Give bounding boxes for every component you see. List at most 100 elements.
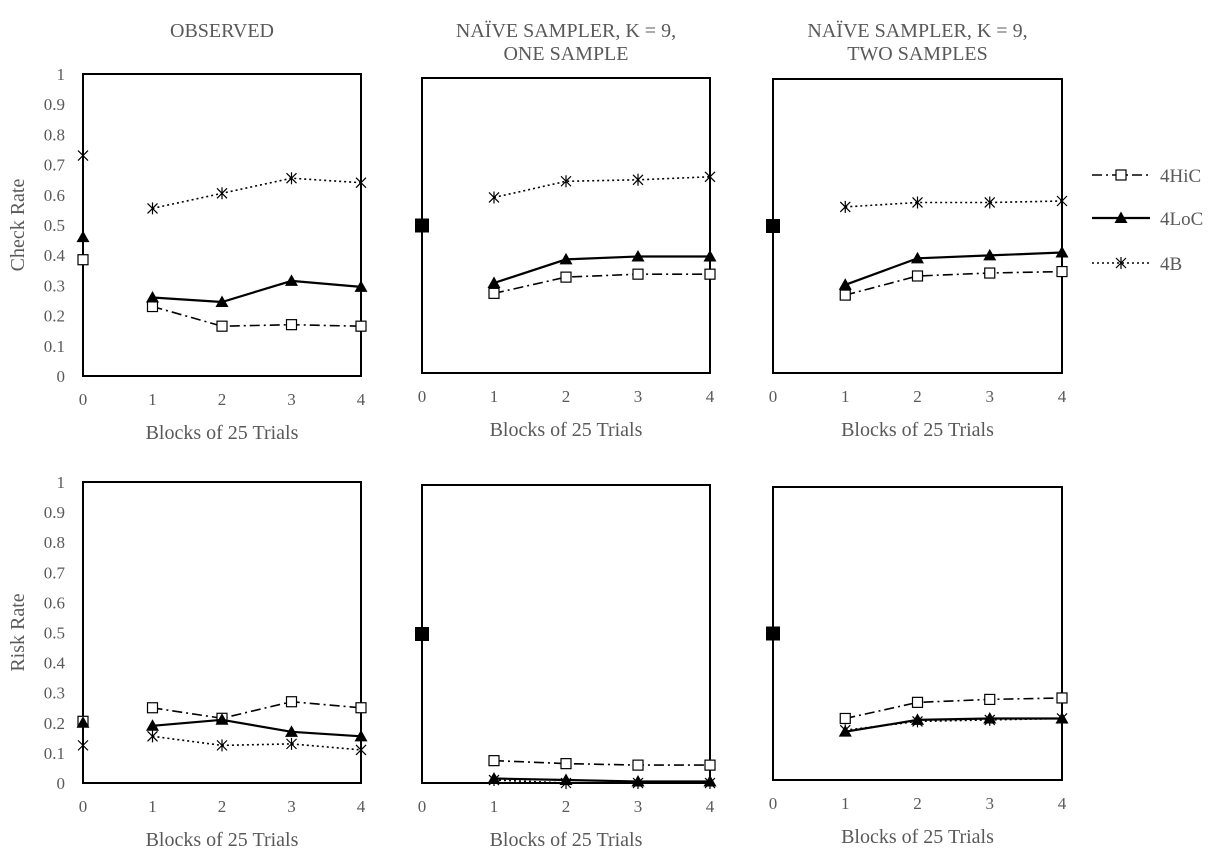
data-point-4HiC	[560, 271, 572, 283]
legend-marker-4HiC	[1115, 169, 1127, 181]
data-point-4HiC	[355, 702, 367, 714]
y-tick-label: 0.2	[44, 307, 65, 326]
legend-label-4LoC: 4LoC	[1160, 209, 1203, 230]
data-point-4B	[1056, 712, 1068, 725]
x-tick-label: 0	[418, 797, 427, 816]
data-point-4B	[1056, 195, 1068, 208]
initial-point-4HiC	[77, 254, 89, 266]
panel-title: NAÏVE SAMPLER, K = 9,	[807, 19, 1027, 42]
series-line-4HiC	[845, 697, 1063, 720]
y-tick-label: 0.1	[44, 337, 65, 356]
data-point-4HiC	[632, 759, 644, 771]
panel-0-2: NAÏVE SAMPLER, K = 9,TWO SAMPLES 0 1 2 3 4 Blo…	[766, 19, 1069, 441]
data-point-4LoC	[354, 729, 368, 742]
data-point-4B	[488, 774, 500, 787]
x-tick-label: 2	[562, 797, 571, 816]
data-point-4B	[560, 777, 572, 789]
y-tick-label: 0.6	[44, 186, 65, 205]
data-point-4LoC	[285, 725, 298, 737]
y-tick-label: 0.5	[44, 216, 65, 235]
panel-1-1: 0 1 2 3 4 Blocks of 25 Trials	[415, 484, 717, 851]
data-point-4LoC	[1055, 245, 1069, 258]
x-axis-label: Blocks of 25 Trials	[841, 826, 994, 848]
data-point-4B	[984, 196, 996, 209]
y-tick-label: 0.7	[44, 156, 66, 175]
x-tick-label: 1	[490, 797, 499, 816]
data-point-4LoC	[215, 713, 229, 725]
initial-point-4B	[77, 739, 89, 751]
x-tick-label: 4	[1058, 387, 1067, 406]
data-point-4B	[704, 170, 716, 183]
y-tick-label: 0.2	[44, 714, 65, 733]
y-tick-label: 0.3	[44, 276, 65, 295]
series-line-4B	[152, 735, 362, 751]
data-point-4B	[984, 713, 996, 726]
y-tick-label: 1	[57, 473, 66, 492]
series-line-4LoC	[845, 717, 1062, 733]
data-point-4HiC	[1056, 265, 1068, 278]
data-point-4LoC	[911, 251, 924, 264]
x-tick-label: 3	[634, 797, 643, 816]
x-tick-label: 0	[418, 387, 427, 406]
plot-frame	[772, 486, 1063, 781]
x-tick-label: 4	[706, 797, 715, 816]
data-point-4B	[216, 187, 228, 200]
y-tick-label: 0.9	[44, 95, 65, 114]
plot-frame	[82, 73, 362, 377]
series-line-4LoC	[844, 251, 1063, 286]
panel-title: TWO SAMPLES	[847, 43, 988, 65]
legend-marker-4LoC	[1114, 211, 1128, 223]
data-point-4LoC	[703, 249, 717, 262]
data-point-4HiC	[632, 268, 644, 280]
x-tick-label: 4	[357, 390, 366, 409]
data-point-4B	[355, 743, 367, 756]
legend: 4HiC 4LoC 4B	[1092, 166, 1203, 275]
y-tick-label: 0.4	[44, 654, 66, 673]
series-line-4HiC	[152, 700, 362, 720]
legend-marker-4B	[1115, 257, 1127, 269]
data-point-4LoC	[983, 248, 997, 261]
initial-point-start	[415, 218, 429, 233]
panel-1-2: 0 1 2 3 4 Blocks of 25 Trials	[766, 486, 1069, 848]
series-line-4HiC	[152, 305, 362, 328]
plot-frame	[421, 77, 711, 374]
x-tick-label: 0	[79, 797, 88, 816]
data-point-4B	[560, 175, 572, 188]
series-line-4B	[152, 177, 362, 210]
x-tick-label: 3	[986, 387, 995, 406]
data-point-4HiC	[488, 287, 500, 299]
y-tick-label: 0.3	[44, 684, 65, 703]
panel-0-0: OBSERVED 0 0.1 0.2 0.3 0.4 0.5 0.6 0.7 0.8 0.9 1 0 1 2…	[7, 20, 368, 444]
initial-point-start	[766, 626, 780, 641]
panel-title: OBSERVED	[170, 20, 274, 42]
y-tick-label: 0.9	[44, 503, 65, 522]
series-line-4B	[493, 176, 711, 199]
x-tick-label: 3	[986, 794, 995, 813]
data-point-4LoC	[285, 274, 298, 286]
x-tick-label: 4	[706, 387, 715, 406]
initial-point-4LoC	[76, 230, 90, 243]
series-line-4LoC	[152, 279, 362, 304]
data-point-4HiC	[704, 268, 716, 280]
data-point-4HiC	[146, 702, 159, 714]
data-point-4B	[839, 724, 851, 737]
x-tick-label: 1	[148, 797, 157, 816]
data-point-4B	[912, 715, 923, 728]
initial-point-4B	[77, 150, 89, 161]
data-point-4HiC	[984, 693, 996, 706]
data-point-4HiC	[984, 267, 996, 279]
y-tick-label: 0.4	[44, 246, 66, 265]
data-point-4LoC	[631, 249, 645, 262]
x-tick-label: 3	[287, 390, 296, 409]
y-axis-label: Check Rate	[7, 179, 29, 272]
y-tick-label: 0.6	[44, 593, 65, 612]
panel-0-1: NAÏVE SAMPLER, K = 9,ONE SAMPLE 0 1 2 3 4 Bloc…	[415, 19, 717, 441]
x-tick-label: 1	[490, 387, 499, 406]
data-point-4B	[286, 737, 297, 750]
data-point-4HiC	[839, 712, 851, 725]
x-tick-label: 1	[841, 794, 850, 813]
data-point-4HiC	[839, 289, 851, 301]
series-line-4B	[493, 779, 710, 784]
x-axis-label: Blocks of 25 Trials	[146, 829, 299, 851]
data-point-4B	[147, 202, 158, 215]
